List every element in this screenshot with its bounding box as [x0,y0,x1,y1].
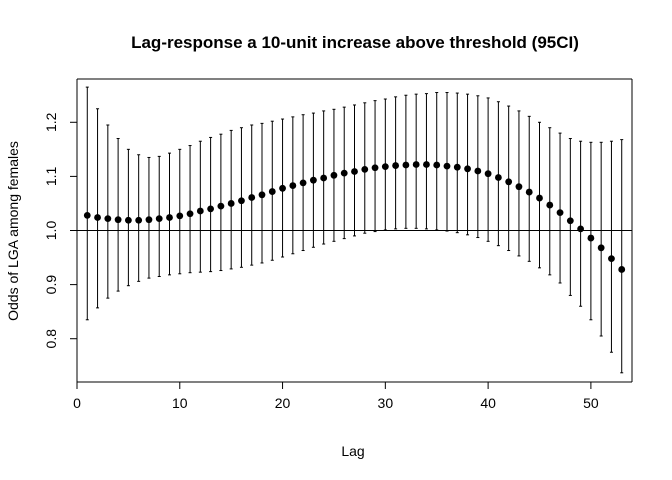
x-tick-label: 40 [480,395,496,411]
estimate-point [248,194,256,201]
x-axis-label: Lag [341,443,364,459]
estimate-point [494,174,502,181]
estimate-point [423,161,430,168]
x-tick-label: 0 [73,395,81,411]
estimate-point [176,212,184,220]
estimate-point [556,209,564,217]
estimate-point [443,162,451,170]
y-tick-label: 1.0 [43,221,59,241]
estimate-point [217,202,225,210]
estimate-point [145,216,153,224]
estimate-point [412,161,420,168]
estimate-point [309,176,317,184]
estimate-point [238,197,245,205]
x-axis: 0 10 20 30 40 50 [73,381,599,411]
estimate-point [299,179,307,187]
y-tick-label: 1.2 [43,112,59,132]
y-tick-label: 0.9 [43,275,59,295]
x-tick-label: 10 [172,395,188,411]
estimate-point [268,188,276,195]
estimate-point [196,207,204,215]
estimate-point [505,178,513,186]
estimate-point [279,184,286,192]
chart-title: Lag-response a 10-unit increase above th… [131,33,579,52]
estimate-point [525,188,533,196]
estimate-point [207,205,215,213]
point-estimates [83,161,626,273]
estimate-point [186,210,194,218]
estimate-point [587,234,595,242]
estimate-point [330,171,338,179]
estimate-point [433,161,441,169]
estimate-point [536,194,543,202]
estimate-point [340,169,348,177]
estimate-point [135,216,143,224]
estimate-point [320,174,328,182]
y-axis: 0.8 0.9 1.0 1.1 1.2 [43,112,78,349]
estimate-point [166,214,173,221]
estimate-point [258,191,266,199]
estimate-point [402,161,410,169]
estimate-point [114,216,122,224]
estimate-point [83,211,91,219]
estimate-point [597,244,605,252]
confidence-intervals [85,86,624,374]
estimate-point [392,162,400,169]
estimate-point [361,165,369,173]
estimate-point [351,168,358,175]
estimate-point [515,183,523,191]
x-tick-label: 20 [275,395,291,411]
estimate-point [577,225,585,233]
estimate-point [453,163,461,171]
estimate-point [124,216,132,224]
estimate-point [474,167,482,175]
y-axis-label: Odds of LGA among females [5,141,21,321]
x-tick-label: 50 [583,395,599,411]
estimate-point [608,255,615,263]
estimate-point [371,164,379,172]
estimate-point [155,215,163,222]
estimate-point [566,217,574,225]
estimate-point [94,214,101,221]
estimate-point [484,170,492,178]
estimate-point [618,266,626,273]
y-tick-label: 0.8 [43,329,59,349]
y-tick-label: 1.1 [43,166,59,186]
estimate-point [546,201,554,209]
x-tick-label: 30 [378,395,394,411]
estimate-point [289,182,297,189]
estimate-point [464,165,471,173]
estimate-point [227,200,235,207]
estimate-point [381,163,389,171]
estimate-point [104,215,112,222]
